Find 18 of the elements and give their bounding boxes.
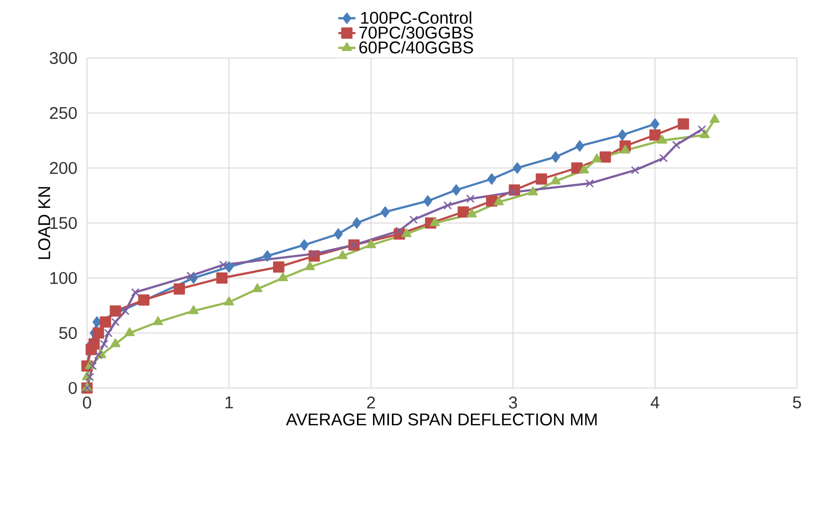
x-tick-label: 2 bbox=[367, 396, 375, 408]
y-tick-label: 150 bbox=[50, 216, 77, 230]
x-axis-title: AVERAGE MID SPAN DEFLECTION MM bbox=[286, 413, 597, 426]
y-tick-label: 100 bbox=[50, 272, 77, 284]
x-tick-label: 4 bbox=[650, 396, 660, 408]
y-tick-label: 200 bbox=[50, 162, 77, 174]
legend-label: 70PC/30GGBS bbox=[359, 26, 473, 39]
x-tick-label: 0 bbox=[82, 396, 92, 409]
y-tick-label: 250 bbox=[50, 106, 77, 120]
y-axis-title: LOAD KN bbox=[38, 187, 50, 259]
y-tick-label: 300 bbox=[50, 52, 77, 64]
x-tick-label: 3 bbox=[508, 396, 517, 409]
legend-label: 100PC-Control bbox=[361, 11, 472, 24]
legend-label: 60PC/40GGBS bbox=[359, 40, 473, 54]
y-tick-label: 50 bbox=[59, 326, 77, 340]
y-tick-label: 0 bbox=[68, 382, 77, 394]
x-tick-label: 5 bbox=[792, 396, 802, 408]
x-tick-label: 1 bbox=[226, 396, 233, 408]
